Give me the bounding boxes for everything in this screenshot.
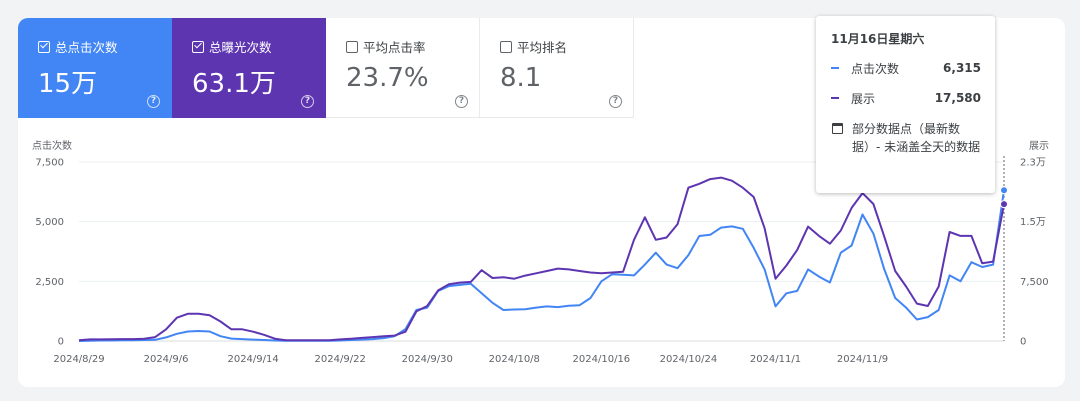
- metric-tabs: 总点击次数 15万 ? 总曝光次数 63.1万 ? 平均点击率 23.7% ? …: [18, 18, 634, 118]
- help-icon[interactable]: ?: [301, 95, 314, 108]
- checkbox-unchecked-icon: [346, 40, 358, 53]
- series-color-swatch: [831, 67, 839, 69]
- tooltip-row-clicks: 点击次数 6,315: [831, 60, 981, 76]
- y-tick-label-right: 0: [1020, 337, 1026, 348]
- x-tick-label: 2024/11/9: [837, 354, 888, 365]
- metric-label: 总点击次数: [55, 40, 118, 55]
- metric-tab-total-clicks[interactable]: 总点击次数 15万 ?: [18, 18, 172, 118]
- tooltip-series-name: 点击次数: [851, 61, 900, 76]
- metric-label: 平均点击率: [363, 40, 426, 55]
- x-tick-label: 2024/10/16: [573, 354, 631, 365]
- x-tick-label: 2024/9/14: [227, 354, 278, 365]
- y-tick-label-left: 0: [58, 337, 64, 348]
- y-tick-label-right: 1.5万: [1020, 217, 1046, 228]
- y-tick-label-left: 7,500: [35, 158, 64, 169]
- help-icon[interactable]: ?: [455, 95, 468, 108]
- checkbox-unchecked-icon: [500, 40, 512, 53]
- series-color-swatch: [831, 97, 839, 99]
- metric-value: 63.1万: [192, 69, 276, 99]
- metric-label: 平均排名: [517, 40, 568, 55]
- series-line-clicks: [78, 190, 1005, 342]
- y-axis-title-right: 展示: [1029, 140, 1049, 152]
- y-tick-label-left: 5,000: [35, 217, 64, 228]
- tooltip-series-value: 17,580: [934, 91, 981, 105]
- checkbox-checked-icon: [38, 40, 50, 53]
- metric-value: 15万: [38, 69, 98, 99]
- checkbox-checked-icon: [192, 40, 204, 53]
- metric-tab-total-impressions[interactable]: 总曝光次数 63.1万 ?: [172, 18, 326, 118]
- tooltip-series-name: 展示: [851, 91, 876, 106]
- metric-label: 总曝光次数: [209, 40, 272, 55]
- help-icon[interactable]: ?: [609, 95, 622, 108]
- help-icon[interactable]: ?: [147, 95, 160, 108]
- metric-tab-average-position[interactable]: 平均排名 8.1 ?: [480, 18, 634, 118]
- x-tick-label: 2024/10/8: [489, 354, 540, 365]
- hover-point: [1000, 200, 1008, 209]
- performance-chart: 7,500 2.3万 5,000 1.5万 2,500 7,500 0 0 点击次数 展示 2024…: [32, 139, 1049, 365]
- hover-point: [1000, 186, 1008, 195]
- tooltip-row-impressions: 展示 17,580: [831, 90, 981, 106]
- metric-value: 8.1: [500, 63, 542, 93]
- x-tick-label: 2024/8/29: [53, 354, 104, 365]
- y-axis-title-left: 点击次数: [32, 139, 72, 152]
- x-tick-label: 2024/9/6: [144, 354, 189, 365]
- x-tick-label: 2024/9/22: [315, 354, 366, 365]
- metric-tab-average-ctr[interactable]: 平均点击率 23.7% ?: [326, 18, 480, 118]
- y-tick-label-right: 7,500: [1020, 277, 1049, 288]
- x-tick-label: 2024/9/30: [402, 354, 453, 365]
- tooltip-series-value: 6,315: [943, 61, 981, 75]
- chart-tooltip: 11月16日星期六 点击次数 6,315 展示 17,580 部分数据点（最新数…: [816, 16, 995, 193]
- x-tick-label: 2024/11/1: [750, 354, 801, 365]
- y-tick-label-right: 2.3万: [1020, 158, 1046, 169]
- calendar-icon: [832, 123, 843, 134]
- metric-value: 23.7%: [346, 63, 429, 93]
- tooltip-partial-data-note: 部分数据点（最新数据）- 未涵盖全天的数据: [831, 120, 981, 156]
- x-tick-label: 2024/10/24: [660, 354, 718, 365]
- y-tick-label-left: 2,500: [35, 277, 64, 288]
- series-line-impressions: [78, 176, 1005, 342]
- tooltip-date: 11月16日星期六: [831, 32, 925, 46]
